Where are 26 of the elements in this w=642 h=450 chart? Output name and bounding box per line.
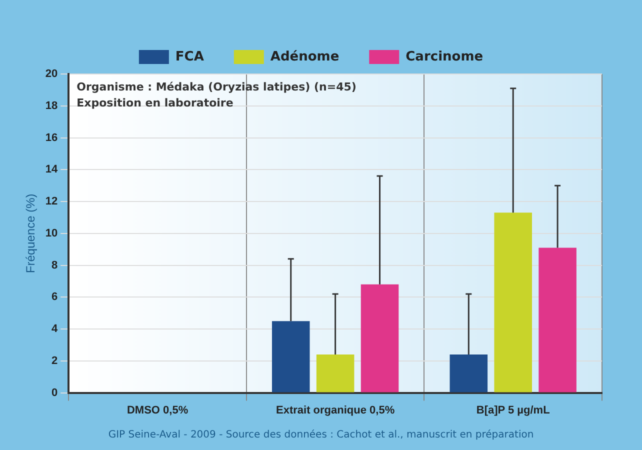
y-tick-label: 14	[45, 164, 59, 176]
y-tick-label: 16	[45, 132, 58, 144]
y-tick-label: 2	[52, 354, 58, 367]
y-tick-label: 20	[45, 68, 58, 80]
y-axis-title: Fréquence (%)	[24, 194, 38, 274]
bar	[360, 284, 399, 392]
x-tick-label: B[a]P 5 µg/mL	[476, 404, 550, 416]
legend-label: Carcinome	[406, 49, 484, 64]
bar	[450, 354, 488, 392]
annotation: Exposition en laboratoire	[76, 96, 234, 110]
bar	[316, 354, 354, 392]
x-tick-label: DMSO 0,5%	[126, 404, 188, 416]
y-tick-label: 12	[45, 196, 58, 208]
bar	[494, 212, 532, 392]
y-tick-label: 4	[52, 323, 59, 336]
x-tick-label: Extrait organique 0,5%	[276, 404, 395, 416]
y-tick-label: 6	[52, 291, 58, 304]
legend-label: Adénome	[270, 49, 340, 64]
legend-label: FCA	[175, 49, 204, 64]
y-tick-label: 18	[45, 100, 58, 112]
y-tick-label: 10	[45, 227, 58, 240]
bar	[538, 248, 576, 392]
text: GIP Seine-Aval - 2009 - Source des données : Cachot et al., manuscrit en préparation	[108, 430, 534, 441]
y-tick-label: 0	[52, 386, 58, 399]
bar	[272, 321, 310, 392]
y-tick-label: 8	[52, 259, 58, 272]
